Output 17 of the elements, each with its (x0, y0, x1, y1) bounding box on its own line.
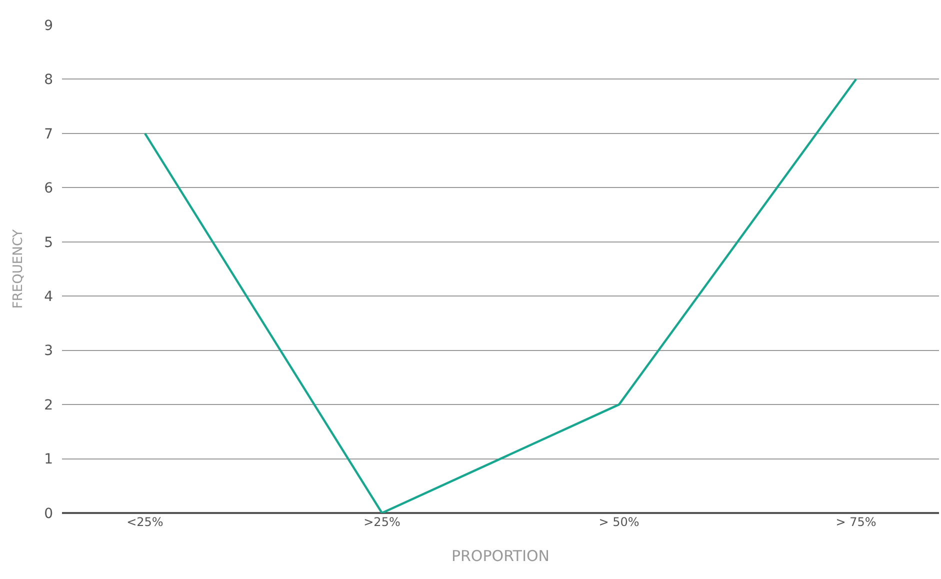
y-tick-label: 2 (44, 397, 53, 414)
x-tick-label: <25% (126, 515, 164, 529)
y-tick-label: 6 (44, 180, 54, 197)
y-tick-label: 3 (44, 343, 53, 360)
line-series (144, 78, 858, 513)
y-tick-label: 0 (44, 506, 53, 522)
y-axis-title: FREQUENCY (11, 229, 26, 309)
y-tick-label: 5 (44, 234, 53, 251)
y-tick-label: 1 (44, 452, 53, 468)
x-tick-label: > 75% (836, 515, 876, 529)
x-axis-title: PROPORTION (451, 547, 550, 565)
y-tick-label: 8 (44, 72, 53, 88)
y-tick-label: 7 (44, 126, 53, 142)
x-tick-label: >25% (364, 515, 400, 529)
x-tick-label: > 50% (598, 515, 640, 529)
y-tick-label: 9 (44, 18, 53, 34)
y-tick-label: 4 (44, 289, 54, 306)
